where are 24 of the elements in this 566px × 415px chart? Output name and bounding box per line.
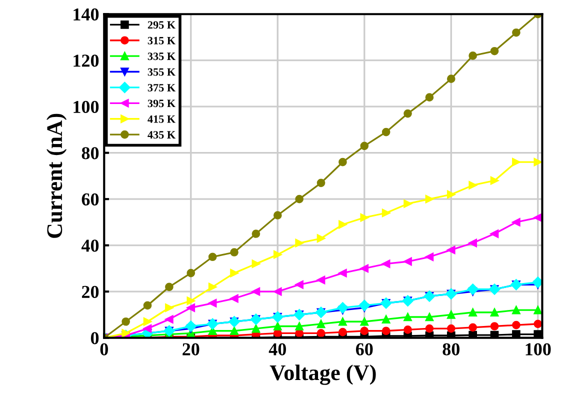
x-axis-title: Voltage (V): [270, 364, 376, 385]
x-tick-label: 20: [182, 343, 200, 356]
y-tick-label: 60: [82, 193, 99, 206]
legend-label: 295 K: [148, 21, 176, 29]
legend-label: 315 K: [148, 36, 176, 44]
x-tick-label: 60: [356, 343, 373, 356]
legend-label: 415 K: [148, 115, 176, 123]
y-tick-label: 100: [74, 100, 99, 114]
y-axis-title: Current (nA): [46, 114, 67, 238]
x-tick-label: 40: [268, 343, 286, 356]
legend-label: 375 K: [148, 84, 176, 92]
legend-label: 395 K: [148, 100, 176, 108]
x-tick-label: 0: [100, 343, 108, 356]
y-tick-label: 40: [81, 240, 99, 252]
y-tick-label: 140: [74, 8, 99, 21]
legend-label: 355 K: [148, 68, 176, 76]
y-tick-label: 80: [82, 147, 99, 160]
y-tick-label: 120: [74, 54, 99, 67]
legend-label: 435 K: [148, 131, 176, 139]
y-tick-label: 20: [82, 286, 99, 298]
x-tick-label: 80: [442, 343, 460, 356]
legend-label: 335 K: [148, 52, 176, 60]
x-tick-label: 100: [526, 343, 551, 356]
y-tick-label: 0: [90, 332, 99, 344]
